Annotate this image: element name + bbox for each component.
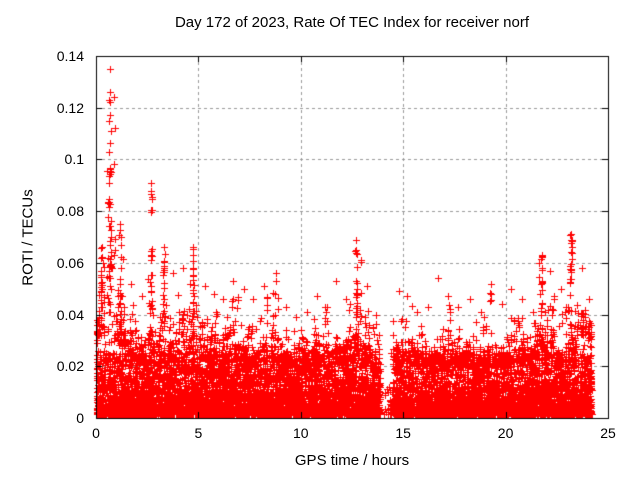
x-tick-label: 10 [293, 425, 309, 441]
chart-title: Day 172 of 2023, Rate Of TEC Index for r… [174, 14, 530, 31]
y-tick-label: 0.1 [64, 151, 84, 168]
y-tick-label: 0.14 [56, 48, 84, 64]
y-tick-label: 0.02 [56, 358, 84, 375]
x-axis-label: GPS time / hours [294, 452, 410, 469]
y-tick-label: 0.06 [56, 254, 84, 271]
y-tick-label: 0.08 [56, 203, 84, 220]
y-axis-label: ROTI / TECUs [19, 189, 37, 286]
x-tick-label: 15 [395, 425, 411, 441]
x-tick-label: 25 [600, 425, 616, 441]
y-tick-label: 0.12 [56, 99, 84, 116]
y-tick-label: 0 [76, 410, 84, 426]
x-tick-label: 5 [194, 425, 203, 441]
y-tick-label: 0.04 [56, 306, 84, 323]
x-tick-label: 0 [92, 425, 100, 441]
x-tick-label: 20 [497, 425, 514, 441]
